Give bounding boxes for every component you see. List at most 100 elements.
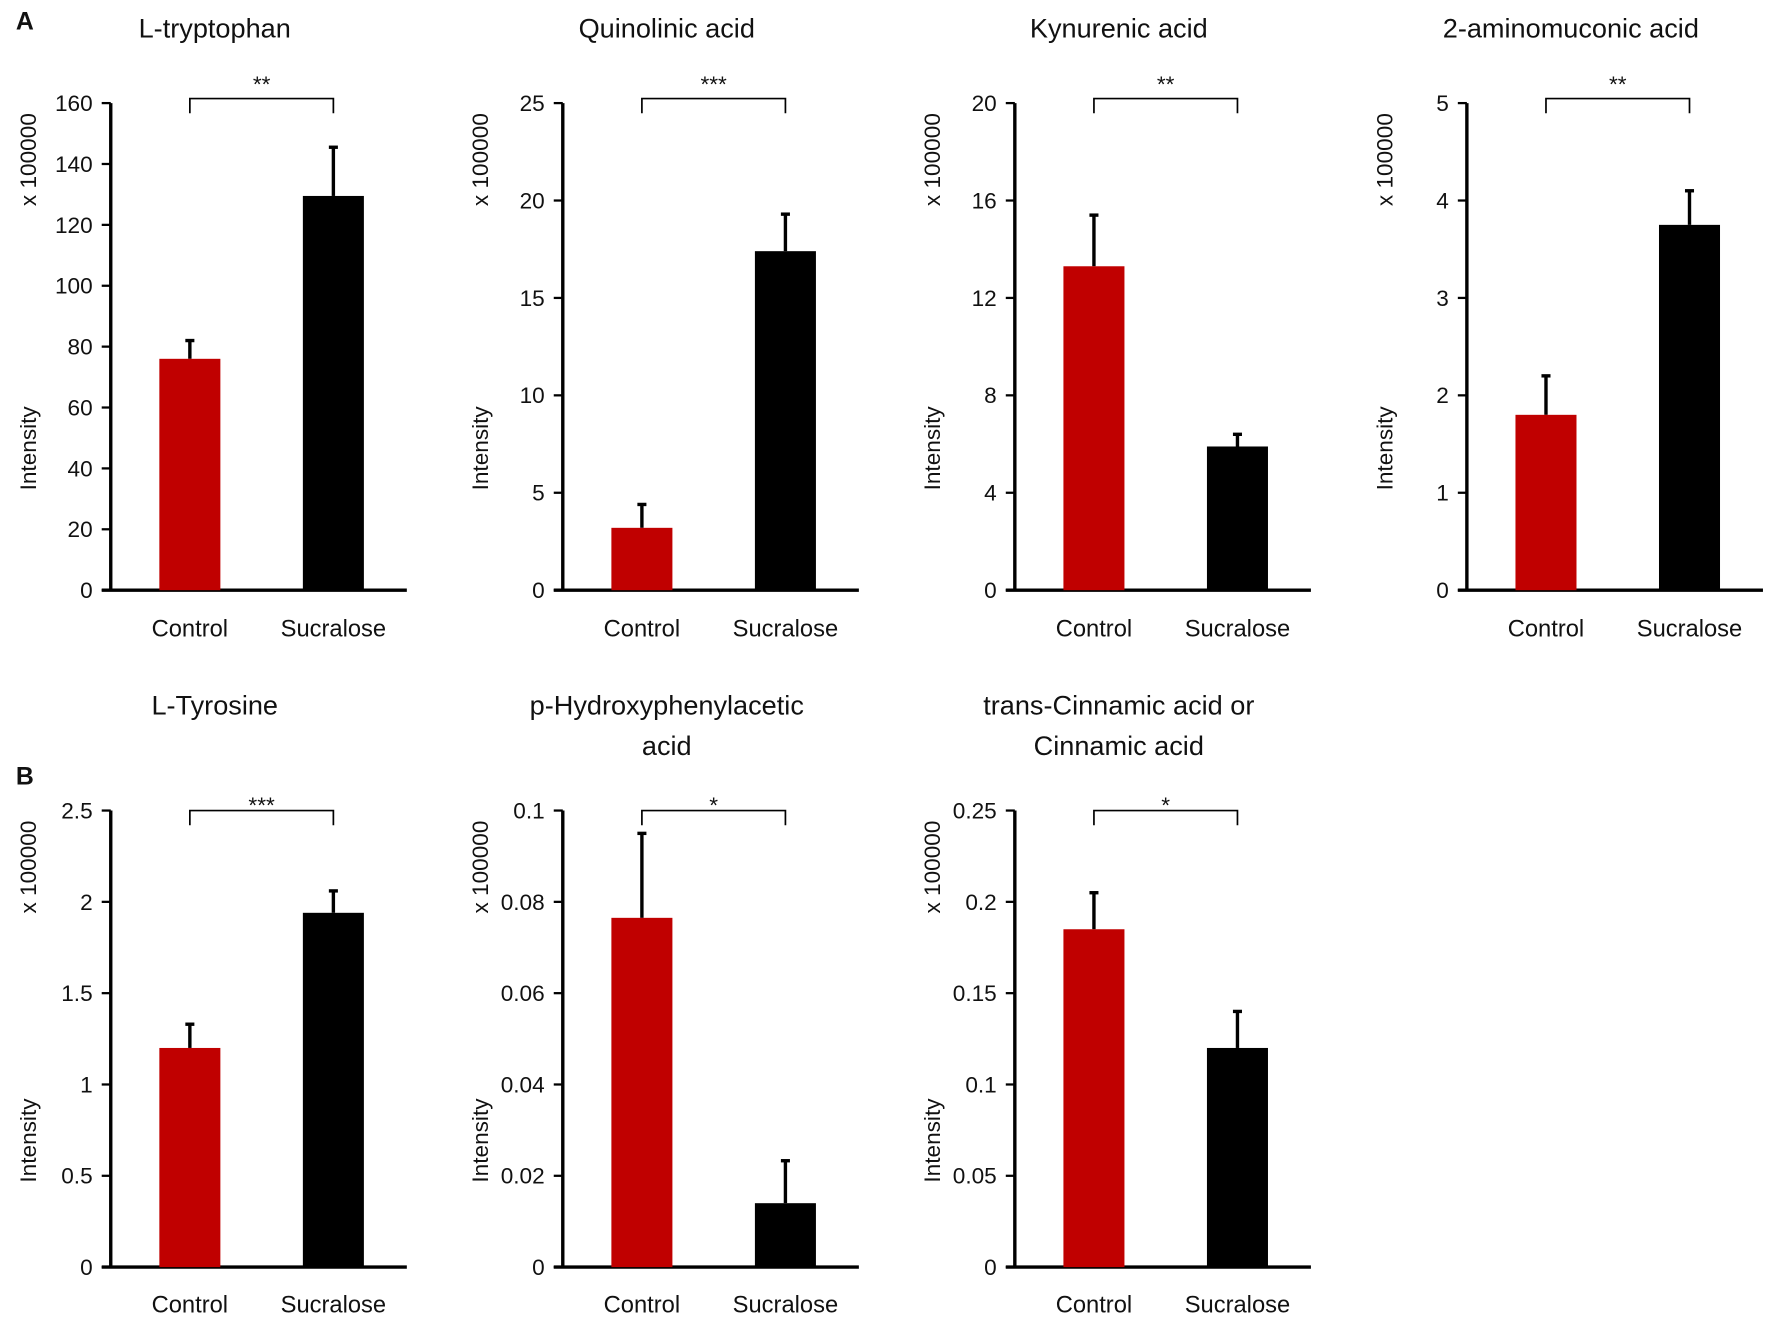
x-tick-label: Control bbox=[1056, 617, 1132, 643]
panel-label-a: A bbox=[16, 8, 34, 36]
bar-control bbox=[611, 527, 673, 591]
x-tick-label: Sucralose bbox=[733, 617, 838, 643]
y-tick-label: 2.5 bbox=[61, 798, 92, 823]
y-axis-label: Intensity bbox=[468, 406, 493, 491]
y-tick-label: 160 bbox=[55, 91, 93, 116]
x-tick-label: Sucralose bbox=[1637, 617, 1742, 643]
y-tick-label: 20 bbox=[520, 188, 545, 213]
y-tick-label: 2 bbox=[1436, 383, 1449, 408]
y-tick-label: 0 bbox=[1436, 578, 1449, 603]
x-tick-label: Control bbox=[1508, 617, 1584, 643]
y-tick-label: 16 bbox=[972, 188, 997, 213]
y-unit-label: x 100000 bbox=[16, 113, 41, 206]
y-tick-label: 1 bbox=[80, 1072, 93, 1097]
chart-2-aminomuconic-acid: 2-aminomuconic acid 0 1 2 3 4 5 x 100000 Intensi… bbox=[1372, 13, 1763, 643]
y-tick-label: 12 bbox=[972, 286, 997, 311]
y-tick-label: 0.25 bbox=[953, 798, 997, 823]
chart-trans-cinnamic-acid-or-cinnamic-acid: trans-Cinnamic acid or Cinnamic acid 0 0.05… bbox=[920, 689, 1311, 1318]
y-axis-label: Intensity bbox=[16, 406, 41, 491]
chart-kynurenic-acid: Kynurenic acid 0 4 8 12 16 20 x 100000 Intensity… bbox=[920, 13, 1311, 643]
y-tick-label: 120 bbox=[55, 213, 93, 238]
significance-stars: ** bbox=[253, 72, 271, 97]
chart-title: Quinolinic acid bbox=[579, 13, 755, 44]
bar-control bbox=[159, 1047, 221, 1268]
bar-control bbox=[1063, 266, 1125, 591]
y-unit-label: x 100000 bbox=[920, 821, 945, 914]
y-tick-label: 5 bbox=[532, 481, 545, 506]
y-tick-label: 0.06 bbox=[501, 981, 545, 1006]
y-unit-label: x 100000 bbox=[920, 113, 945, 206]
bar-sucralose bbox=[1206, 446, 1268, 591]
y-tick-label: 80 bbox=[68, 335, 93, 360]
y-tick-label: 15 bbox=[520, 286, 545, 311]
x-tick-label: Control bbox=[604, 1292, 680, 1318]
significance-bracket bbox=[1093, 809, 1239, 826]
y-unit-label: x 100000 bbox=[1372, 113, 1397, 206]
y-tick-label: 5 bbox=[1436, 91, 1449, 116]
bar-control bbox=[611, 917, 673, 1268]
y-axis-label: Intensity bbox=[1372, 406, 1397, 491]
y-axis-label: Intensity bbox=[16, 1098, 41, 1183]
chart-title: Kynurenic acid bbox=[1030, 13, 1208, 44]
y-unit-label: x 100000 bbox=[468, 821, 493, 914]
bar-sucralose bbox=[1206, 1047, 1268, 1268]
bar-sucralose bbox=[302, 912, 364, 1268]
significance-stars: ** bbox=[1157, 72, 1175, 97]
y-tick-label: 3 bbox=[1436, 286, 1449, 311]
y-tick-label: 0 bbox=[984, 1255, 997, 1280]
chart-title: p-Hydroxyphenylacetic bbox=[530, 689, 804, 720]
y-tick-label: 0 bbox=[80, 1255, 93, 1280]
y-tick-label: 0.05 bbox=[953, 1164, 997, 1189]
y-tick-label: 1 bbox=[1436, 481, 1449, 506]
chart-title: L-tryptophan bbox=[139, 13, 291, 44]
x-tick-label: Control bbox=[1056, 1292, 1132, 1318]
y-tick-label: 0.04 bbox=[501, 1072, 545, 1097]
chart-title: trans-Cinnamic acid or bbox=[983, 689, 1254, 720]
significance-stars: *** bbox=[700, 72, 727, 97]
y-tick-label: 0 bbox=[532, 1255, 545, 1280]
y-tick-label: 0.08 bbox=[501, 890, 545, 915]
x-tick-label: Control bbox=[604, 617, 680, 643]
y-tick-label: 4 bbox=[984, 481, 997, 506]
y-tick-label: 0.1 bbox=[965, 1072, 996, 1097]
y-tick-label: 2 bbox=[80, 890, 93, 915]
bar-control bbox=[159, 358, 221, 591]
chart-l-tryptophan: L-tryptophan 0 20 40 60 80 100 120 140 160 x 10000… bbox=[16, 13, 407, 643]
x-tick-label: Sucralose bbox=[1185, 617, 1290, 643]
y-tick-label: 140 bbox=[55, 152, 93, 177]
y-tick-label: 0 bbox=[532, 578, 545, 603]
bar-sucralose bbox=[754, 251, 816, 591]
significance-stars: *** bbox=[248, 793, 275, 818]
x-tick-label: Sucralose bbox=[733, 1292, 838, 1318]
y-tick-label: 100 bbox=[55, 274, 93, 299]
y-tick-label: 0 bbox=[80, 578, 93, 603]
y-tick-label: 0.5 bbox=[61, 1164, 92, 1189]
y-axis-label: Intensity bbox=[468, 1098, 493, 1183]
bar-sucralose bbox=[1658, 224, 1721, 591]
y-axis-label: Intensity bbox=[920, 1098, 945, 1183]
y-unit-label: x 100000 bbox=[468, 113, 493, 206]
y-tick-label: 0.15 bbox=[953, 981, 997, 1006]
bar-control bbox=[1063, 929, 1125, 1268]
y-tick-label: 0.02 bbox=[501, 1164, 545, 1189]
y-tick-label: 0.2 bbox=[965, 890, 996, 915]
significance-stars: * bbox=[1161, 793, 1170, 818]
bar-control bbox=[1515, 414, 1577, 591]
y-tick-label: 8 bbox=[984, 383, 997, 408]
y-tick-label: 60 bbox=[68, 395, 93, 420]
significance-bracket bbox=[189, 97, 335, 114]
chart-quinolinic-acid: Quinolinic acid 0 5 10 15 20 25 x 100000 Intensi… bbox=[468, 13, 859, 643]
y-tick-label: 20 bbox=[68, 517, 93, 542]
significance-bracket bbox=[641, 809, 787, 826]
y-axis-label: Intensity bbox=[920, 406, 945, 491]
x-tick-label: Control bbox=[152, 617, 228, 643]
significance-bracket bbox=[1545, 97, 1691, 114]
bar-sucralose bbox=[302, 195, 364, 591]
y-tick-label: 25 bbox=[520, 91, 545, 116]
significance-stars: ** bbox=[1609, 72, 1627, 97]
chart-l-tyrosine: L-Tyrosine 0 0.5 1 1.5 2 2.5 x 100000 Intensity C… bbox=[16, 689, 407, 1318]
y-unit-label: x 100000 bbox=[16, 821, 41, 914]
significance-bracket bbox=[189, 809, 335, 826]
y-tick-label: 40 bbox=[68, 456, 93, 481]
